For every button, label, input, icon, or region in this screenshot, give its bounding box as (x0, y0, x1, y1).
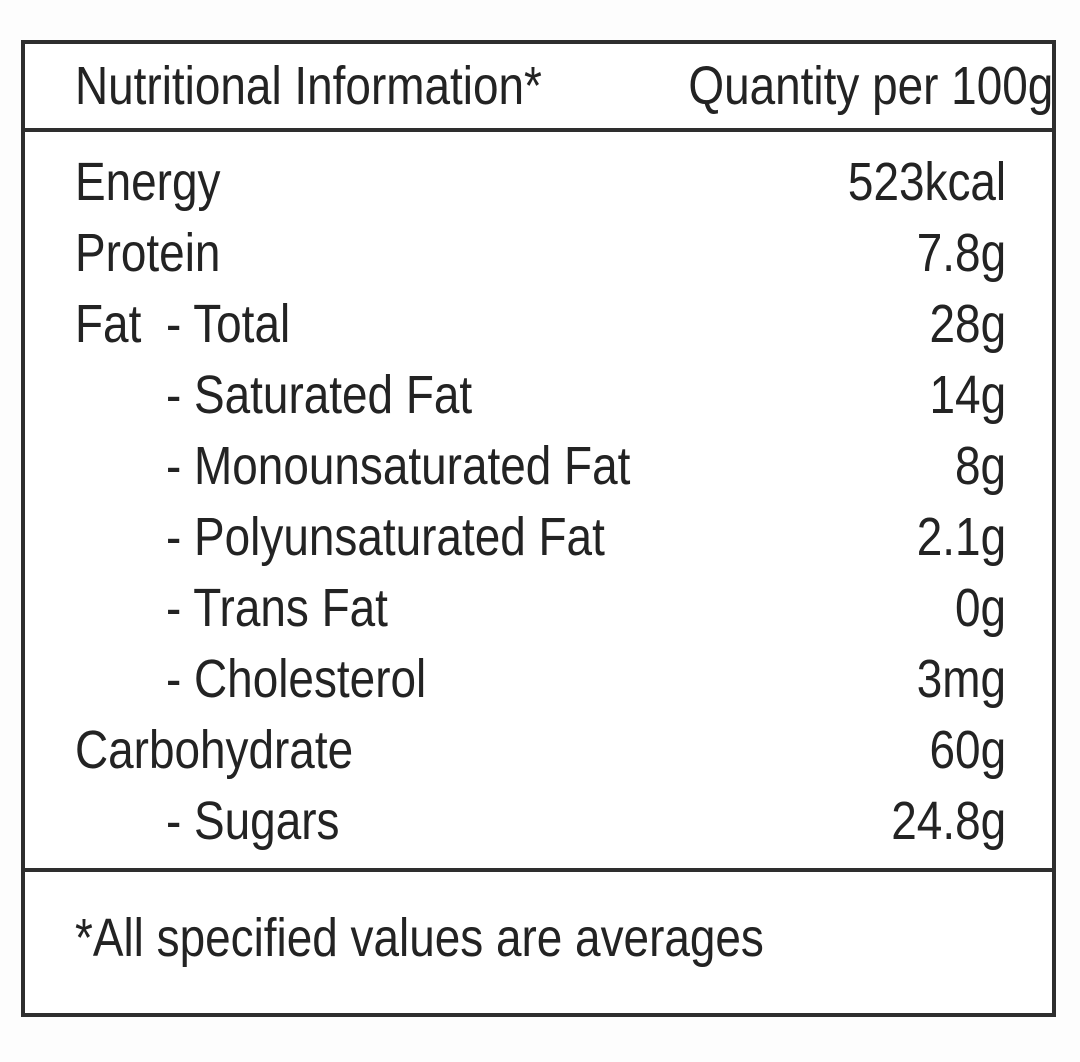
label-header-row: Nutritional Information* Quantity per 10… (25, 44, 1054, 128)
nutrient-row: - Trans Fat 0g (25, 572, 1052, 643)
nutrient-subname: - Monounsaturated Fat (166, 435, 631, 496)
nutrient-subname: - Trans Fat (166, 577, 388, 638)
nutrient-rows: Energy 523kcal Protein 7.8g Fat - Total 28g - S… (25, 132, 1052, 868)
nutrient-subname: - Saturated Fat (166, 364, 473, 425)
nutrient-row: - Saturated Fat 14g (25, 359, 1052, 430)
nutrient-value: 14g (929, 364, 1006, 425)
nutrient-value: 8g (954, 435, 1006, 496)
nutrient-subname: - Polyunsaturated Fat (166, 506, 605, 567)
nutrient-row: - Cholesterol 3mg (25, 643, 1052, 714)
nutrient-row: - Monounsaturated Fat 8g (25, 430, 1052, 501)
nutrient-name: Fat (75, 293, 142, 354)
nutrient-value: 7.8g (916, 222, 1006, 283)
nutrient-row: - Sugars 24.8g (25, 785, 1052, 856)
nutrient-value: 28g (929, 293, 1006, 354)
nutrient-value: 0g (954, 577, 1006, 638)
nutrient-name: Carbohydrate (75, 719, 354, 780)
nutrient-row: Energy 523kcal (25, 146, 1052, 217)
footnote-text: *All specified values are averages (75, 907, 764, 968)
nutrition-label: Nutritional Information* Quantity per 10… (21, 40, 1056, 1017)
nutrient-value: 60g (929, 719, 1006, 780)
nutrient-row: Fat - Total 28g (25, 288, 1052, 359)
footer-divider (25, 868, 1052, 872)
header-divider (25, 128, 1052, 132)
nutrient-subname: - Total (166, 293, 291, 354)
header-quantity-column: Quantity per 100g (688, 56, 1054, 116)
nutrient-subname: - Sugars (166, 790, 340, 851)
nutrient-value: 24.8g (891, 790, 1006, 851)
nutrient-value: 523kcal (847, 151, 1006, 212)
nutrient-row: - Polyunsaturated Fat 2.1g (25, 501, 1052, 572)
nutrient-name: Protein (75, 222, 221, 283)
label-footnote-row: *All specified values are averages (25, 872, 1052, 1013)
nutrient-value: 2.1g (916, 506, 1006, 567)
header-title: Nutritional Information* (75, 56, 542, 116)
nutrient-row: Carbohydrate 60g (25, 714, 1052, 785)
nutrient-subname: - Cholesterol (166, 648, 427, 709)
nutrient-name: Energy (75, 151, 221, 212)
nutrient-value: 3mg (916, 648, 1006, 709)
nutrient-row: Protein 7.8g (25, 217, 1052, 288)
